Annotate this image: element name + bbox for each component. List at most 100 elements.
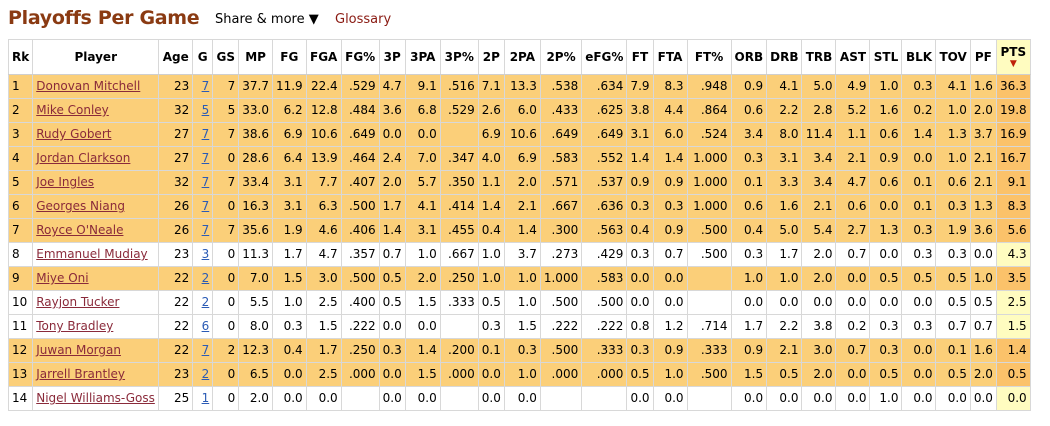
column-header-g[interactable]: G [192, 39, 214, 75]
stl-cell: 0.3 [869, 314, 903, 339]
column-header-label: FG% [345, 50, 376, 64]
column-header-fga[interactable]: FGA [305, 39, 342, 75]
player-link[interactable]: Jordan Clarkson [36, 151, 131, 165]
2p-cell: 0.4 [477, 218, 505, 243]
fta-cell: 1.2 [652, 314, 688, 339]
stl-cell: 1.0 [869, 386, 903, 411]
games-link[interactable]: 1 [201, 391, 210, 405]
player-link[interactable]: Rayjon Tucker [36, 295, 120, 309]
share-and-more-menu[interactable]: Share & more ▼ [215, 12, 319, 27]
fga-cell: 10.6 [305, 122, 342, 147]
ast-cell: 4.9 [835, 74, 871, 99]
fta-cell: 0.9 [652, 170, 688, 195]
2pa-cell: 10.6 [503, 122, 541, 147]
mp-cell: 6.5 [238, 362, 273, 387]
column-header-rk[interactable]: Rk [7, 39, 34, 75]
column-header-trb[interactable]: TRB [801, 39, 837, 75]
player-link[interactable]: Royce O'Neale [36, 223, 124, 237]
player-link[interactable]: Tony Bradley [36, 319, 114, 333]
player-link[interactable]: Nigel Williams-Goss [36, 391, 155, 405]
trb-cell: 5.0 [801, 74, 837, 99]
column-header-mp[interactable]: MP [238, 39, 273, 75]
3pa-cell: 3.1 [404, 218, 441, 243]
pts-cell: 1.5 [995, 314, 1031, 339]
column-header-orb[interactable]: ORB [730, 39, 768, 75]
blk-cell: 0.0 [901, 362, 937, 387]
blk-cell: 0.3 [901, 314, 937, 339]
rank-cell: 14 [7, 386, 34, 411]
gs-cell: 7 [212, 218, 240, 243]
fga-cell: 4.7 [305, 242, 342, 267]
column-header-drb[interactable]: DRB [766, 39, 803, 75]
column-header-efg-pct[interactable]: eFG% [581, 39, 628, 75]
player-link[interactable]: Jarrell Brantley [36, 367, 126, 381]
column-header-gs[interactable]: GS [212, 39, 240, 75]
games-link[interactable]: 2 [201, 271, 210, 285]
orb-cell: 3.4 [730, 122, 768, 147]
player-link[interactable]: Emmanuel Mudiay [36, 247, 148, 261]
column-header-age[interactable]: Age [158, 39, 194, 75]
player-link[interactable]: Donovan Mitchell [36, 79, 141, 93]
mp-cell: 33.4 [238, 170, 273, 195]
efg-pct-cell: .649 [581, 122, 628, 147]
games-link[interactable]: 7 [201, 79, 210, 93]
column-header-3pa[interactable]: 3PA [404, 39, 441, 75]
column-header-3p-pct[interactable]: 3P% [439, 39, 479, 75]
player-link[interactable]: Rudy Gobert [36, 127, 112, 141]
games-link[interactable]: 2 [201, 295, 210, 309]
games-link[interactable]: 7 [201, 199, 210, 213]
games-link[interactable]: 2 [201, 367, 210, 381]
column-header-label: 3PA [410, 50, 436, 64]
pts-cell: 8.3 [995, 194, 1031, 219]
table-row: 11 Tony Bradley 22 6 0 8.0 0.3 1.5.222 0.0 0.0 0.3… [7, 314, 1031, 339]
games-link[interactable]: 7 [201, 223, 210, 237]
player-cell: Mike Conley [32, 98, 160, 123]
column-header-label: AST [839, 50, 867, 64]
player-link[interactable]: Georges Niang [36, 199, 125, 213]
games-link[interactable]: 7 [201, 127, 210, 141]
column-header-fta[interactable]: FTA [652, 39, 688, 75]
column-header-pf[interactable]: PF [969, 39, 997, 75]
column-header-stl[interactable]: STL [869, 39, 903, 75]
fg-pct-cell: .407 [340, 170, 380, 195]
games-link[interactable]: 5 [201, 103, 210, 117]
fg-cell: 3.1 [271, 170, 307, 195]
column-header-2pa[interactable]: 2PA [503, 39, 541, 75]
column-header-blk[interactable]: BLK [901, 39, 937, 75]
player-cell: Juwan Morgan [32, 338, 160, 363]
games-link[interactable]: 7 [201, 175, 210, 189]
player-link[interactable]: Miye Oni [36, 271, 89, 285]
games-link[interactable]: 7 [201, 343, 210, 357]
drb-cell: 0.0 [766, 290, 803, 315]
efg-pct-cell: .000 [581, 362, 628, 387]
column-header-fg-pct[interactable]: FG% [340, 39, 380, 75]
games-link[interactable]: 6 [201, 319, 210, 333]
player-link[interactable]: Joe Ingles [36, 175, 95, 189]
player-link[interactable]: Juwan Morgan [36, 343, 121, 357]
table-row: 1 Donovan Mitchell 23 7 7 37.7 11.9 22.4.529 4.7… [7, 74, 1031, 99]
games-link[interactable]: 7 [201, 151, 210, 165]
trb-cell: 0.0 [801, 386, 837, 411]
3p-pct-cell [439, 386, 479, 411]
glossary-link[interactable]: Glossary [335, 12, 392, 27]
column-header-ft[interactable]: FT [626, 39, 654, 75]
player-link[interactable]: Mike Conley [36, 103, 109, 117]
fg-cell: 6.9 [271, 122, 307, 147]
games-link[interactable]: 3 [201, 247, 210, 261]
column-header-2p[interactable]: 2P [477, 39, 505, 75]
pf-cell: 1.6 [969, 74, 997, 99]
column-header-pts[interactable]: PTS ▼ [995, 39, 1031, 75]
column-header-fg[interactable]: FG [271, 39, 307, 75]
tov-cell: 1.9 [935, 218, 971, 243]
column-header-tov[interactable]: TOV [935, 39, 971, 75]
column-header-ast[interactable]: AST [835, 39, 871, 75]
efg-pct-cell: .333 [581, 338, 628, 363]
mp-cell: 5.5 [238, 290, 273, 315]
column-header-3p[interactable]: 3P [378, 39, 406, 75]
column-header-label: 2P [482, 50, 500, 64]
blk-cell: 0.1 [901, 170, 937, 195]
blk-cell: 1.4 [901, 122, 937, 147]
column-header-player[interactable]: Player [32, 39, 160, 75]
column-header-2p-pct[interactable]: 2P% [539, 39, 583, 75]
column-header-ft-pct[interactable]: FT% [686, 39, 732, 75]
